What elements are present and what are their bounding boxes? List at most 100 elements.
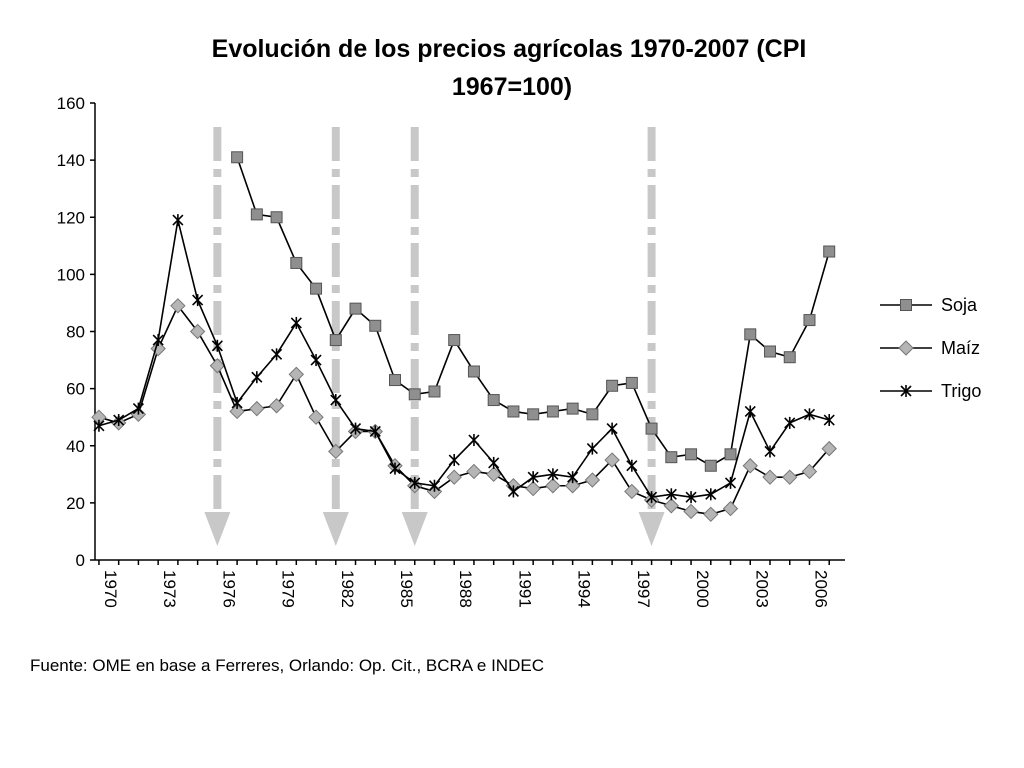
data-point-trigo	[764, 445, 776, 458]
legend-label-trigo: Trigo	[941, 381, 981, 401]
x-tick-label: 1985	[397, 570, 416, 608]
y-tick-label: 140	[57, 151, 85, 170]
data-point-trigo	[744, 405, 756, 418]
data-point-trigo	[211, 339, 223, 352]
legend-marker-maiz	[898, 340, 914, 356]
data-point-trigo	[803, 408, 816, 421]
data-point-maiz	[742, 458, 758, 474]
data-point-maiz	[762, 469, 778, 485]
data-point-trigo	[685, 491, 697, 504]
data-point-maiz	[189, 323, 206, 340]
data-point-trigo	[172, 214, 184, 227]
data-point-trigo	[231, 396, 243, 409]
data-point-soja	[823, 245, 836, 258]
data-point-trigo	[113, 414, 125, 427]
data-point-soja	[744, 328, 757, 341]
data-point-soja	[566, 402, 579, 415]
data-point-soja	[507, 405, 520, 418]
source-note: Fuente: OME en base a Ferreres, Orlando:…	[30, 656, 544, 675]
data-point-soja	[270, 211, 283, 224]
x-tick-label: 2006	[811, 570, 830, 608]
series-soja	[231, 151, 836, 472]
data-point-soja	[803, 314, 816, 327]
data-point-maiz	[170, 298, 186, 314]
x-tick-label: 1973	[160, 570, 179, 608]
data-point-trigo	[606, 422, 618, 435]
data-point-soja	[625, 376, 638, 389]
series-line-maiz	[98, 304, 830, 516]
data-point-soja	[665, 451, 678, 464]
legend-label-soja: Soja	[941, 295, 978, 315]
y-tick-label: 120	[57, 208, 85, 227]
x-tick-label: 1982	[338, 570, 357, 608]
y-tick-label: 20	[66, 494, 85, 513]
data-point-maiz	[703, 506, 719, 523]
data-point-maiz	[328, 443, 344, 460]
legend-label-maiz: Maíz	[941, 338, 980, 358]
data-point-trigo	[724, 476, 737, 489]
y-tick-label: 160	[57, 94, 85, 113]
data-point-soja	[724, 448, 737, 461]
data-point-soja	[704, 459, 717, 472]
data-point-soja	[487, 394, 500, 407]
data-point-soja	[290, 256, 303, 269]
data-point-trigo	[507, 485, 519, 498]
data-point-trigo	[369, 425, 381, 438]
data-point-trigo	[586, 442, 598, 455]
legend-item-trigo: Trigo	[880, 381, 981, 401]
data-point-soja	[428, 385, 441, 398]
series-line-trigo	[98, 219, 830, 499]
data-point-maiz	[249, 400, 265, 417]
data-point-soja	[645, 422, 658, 435]
series-group	[91, 151, 837, 523]
data-point-maiz	[604, 452, 620, 468]
data-point-maiz	[545, 478, 561, 494]
y-tick-label: 80	[66, 323, 85, 342]
data-point-trigo	[527, 471, 539, 484]
data-point-maiz	[624, 483, 640, 500]
data-point-soja	[586, 408, 599, 421]
data-point-trigo	[567, 471, 579, 484]
data-point-maiz	[801, 463, 818, 480]
data-point-maiz	[525, 480, 541, 497]
chart-title-line-1: Evolución de los precios agrícolas 1970-…	[212, 35, 807, 63]
data-point-soja	[349, 302, 362, 315]
data-point-trigo	[310, 354, 322, 367]
data-point-maiz	[268, 398, 285, 414]
axes: 0 20 40 60 80 100 120 140 160 1970 1973 1976 1979 198…	[57, 94, 845, 608]
data-point-trigo	[646, 491, 658, 504]
data-point-maiz	[485, 466, 502, 483]
data-point-soja	[546, 405, 559, 418]
data-point-soja	[527, 408, 540, 421]
data-point-maiz	[683, 503, 699, 520]
data-point-trigo	[428, 479, 441, 492]
x-tick-label: 1988	[456, 570, 475, 608]
data-point-trigo	[152, 334, 164, 347]
legend-item-maiz: Maíz	[880, 338, 980, 358]
arrow-head-1976	[204, 512, 231, 546]
arrow-head-1998	[638, 512, 665, 546]
series-trigo	[93, 214, 835, 504]
data-point-soja	[329, 334, 342, 347]
arrow-head-1986	[401, 512, 428, 546]
data-point-soja	[606, 379, 619, 392]
data-point-trigo	[448, 454, 460, 467]
data-point-trigo	[251, 371, 263, 384]
data-point-soja	[448, 334, 461, 347]
data-point-trigo	[665, 488, 677, 501]
data-point-trigo	[823, 414, 835, 427]
x-tick-label: 1979	[279, 570, 298, 608]
data-point-maiz	[564, 478, 581, 494]
y-tick-label: 40	[66, 437, 85, 456]
data-point-maiz	[584, 472, 601, 488]
data-point-maiz	[288, 366, 305, 383]
data-point-soja	[764, 345, 776, 358]
data-point-maiz	[722, 500, 739, 517]
data-point-maiz	[446, 469, 462, 485]
data-point-trigo	[93, 419, 105, 432]
data-point-trigo	[784, 416, 796, 429]
series-maiz	[91, 298, 837, 523]
data-point-maiz	[308, 409, 324, 425]
data-point-soja	[783, 351, 796, 364]
